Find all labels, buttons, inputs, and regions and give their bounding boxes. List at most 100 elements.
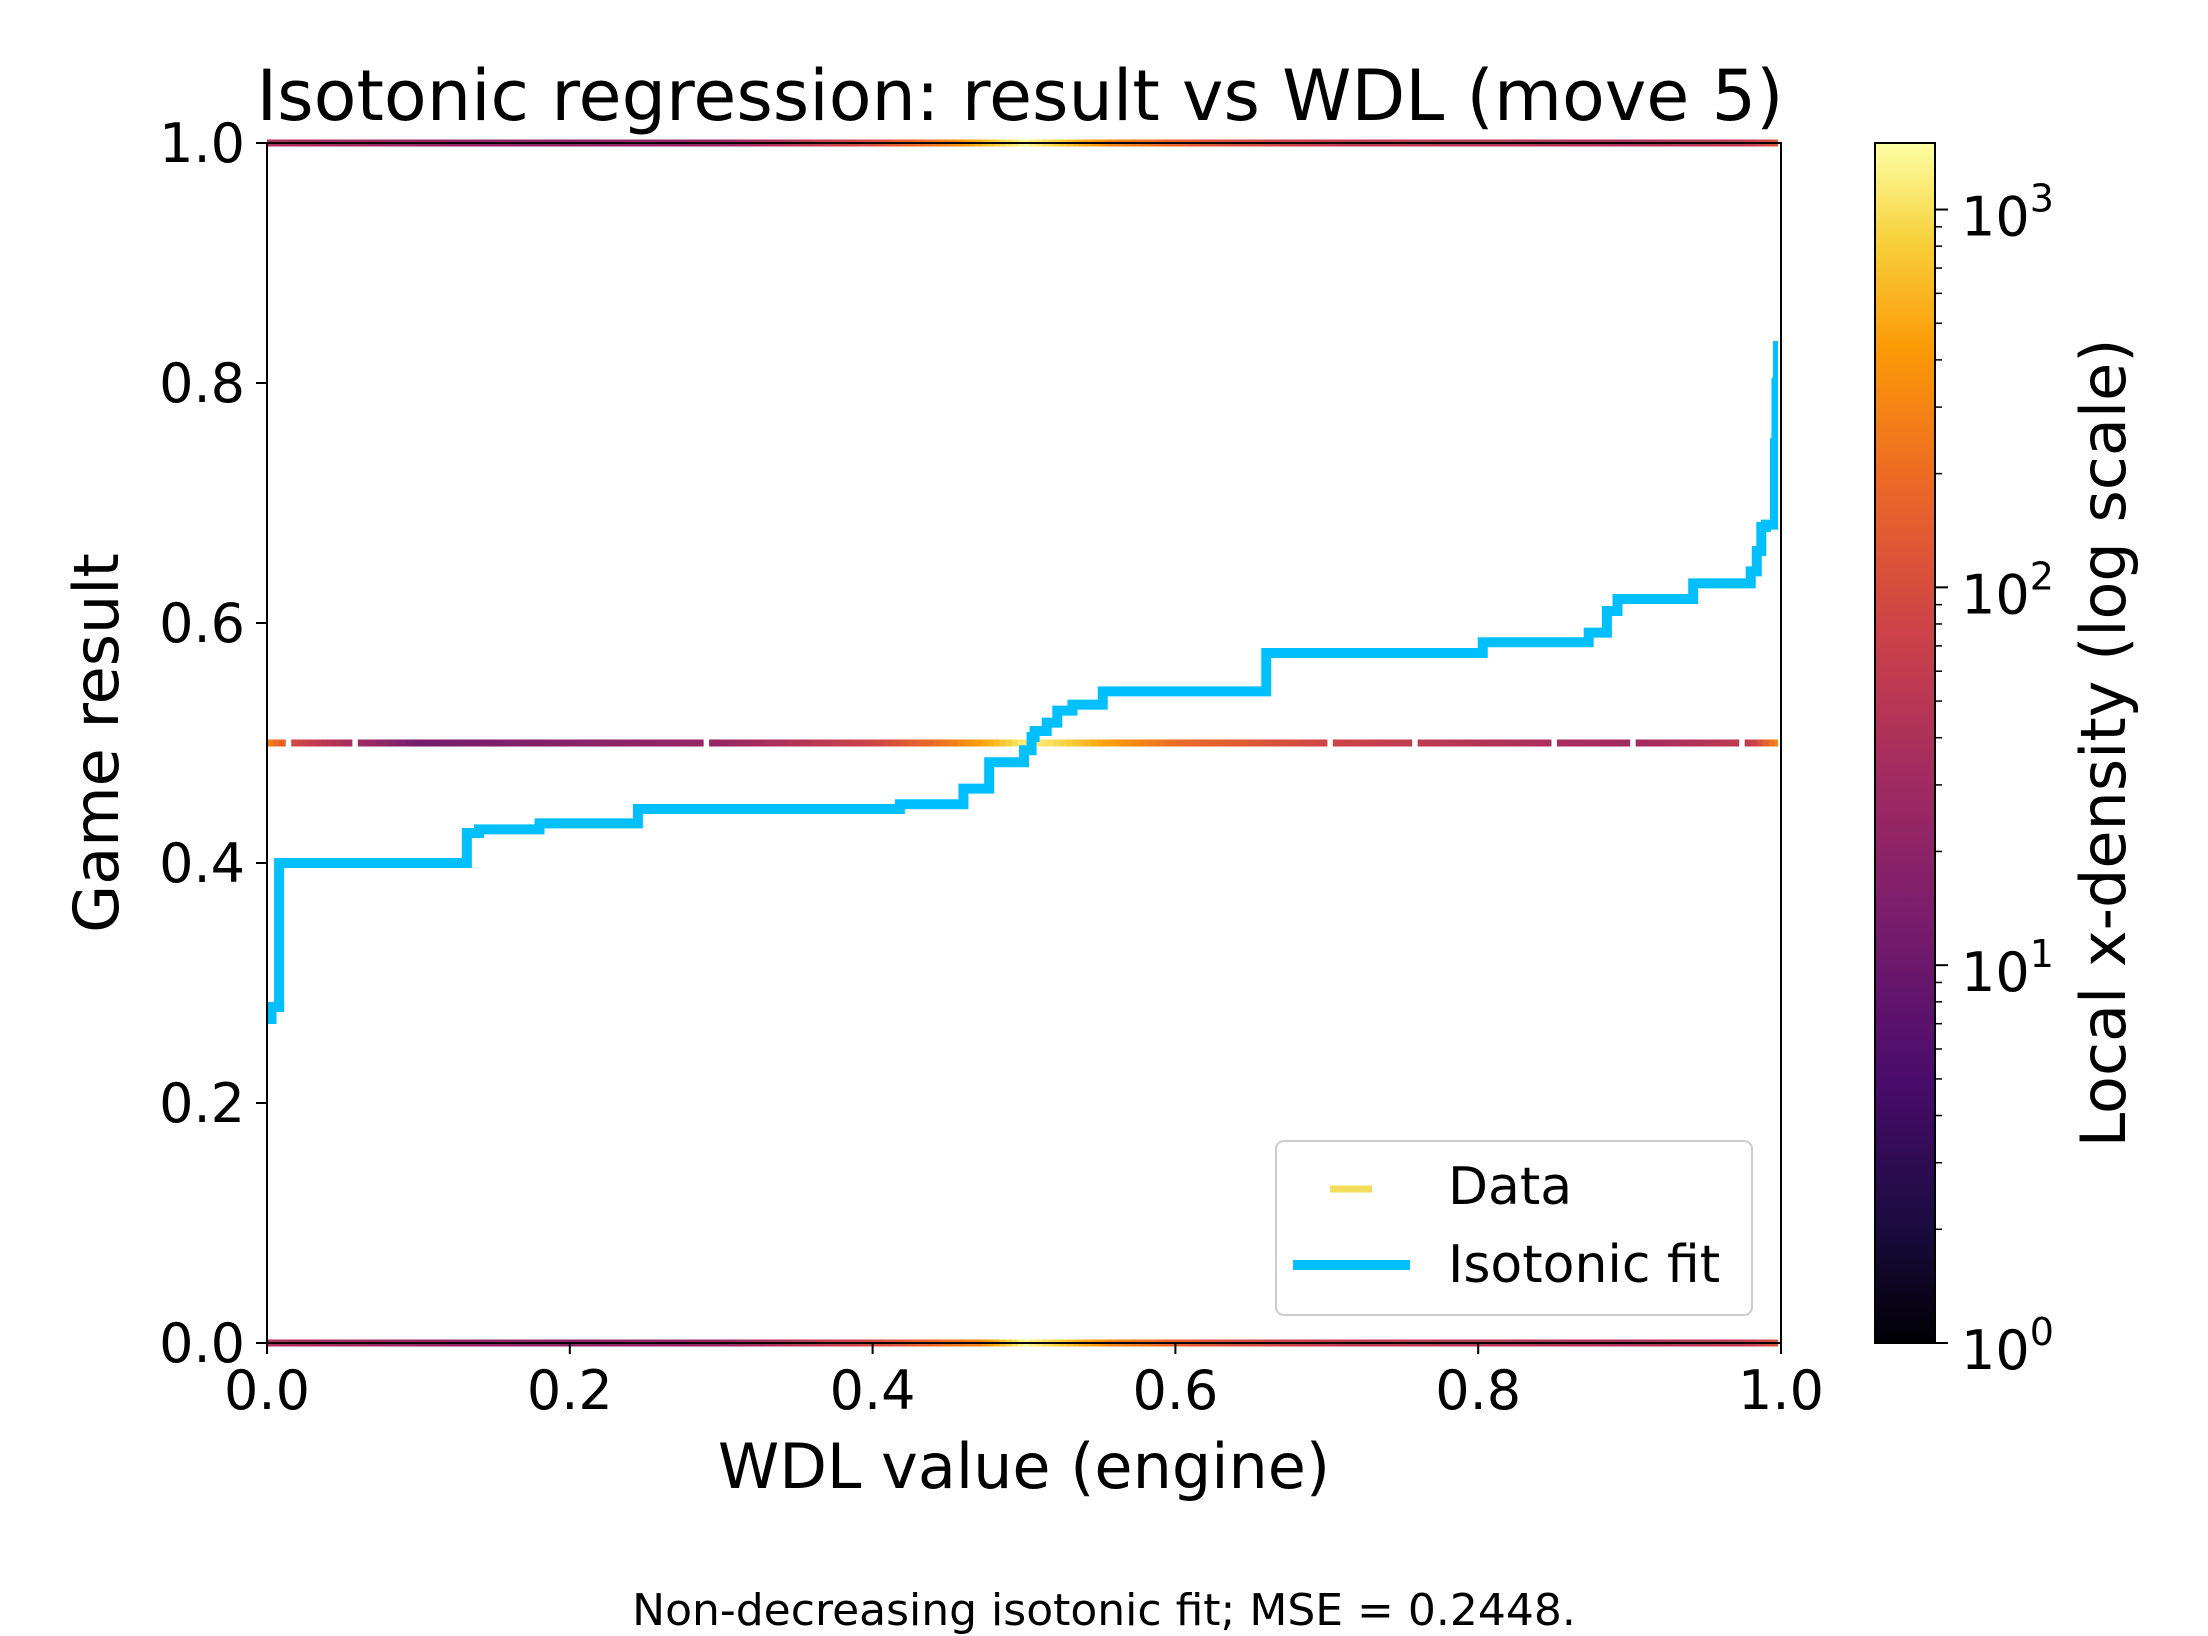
x-tick-label: 0.4 [830,1359,916,1422]
data-point-segment [1187,739,1195,747]
data-point-segment [442,739,450,747]
colorbar-tick-label: 101 [1961,932,2054,1004]
data-point-segment [412,739,419,747]
data-point-segment [1575,739,1582,747]
data-point-segment [884,739,892,747]
y-tick-label: 1.0 [159,112,245,175]
x-tick-label: 0.6 [1132,1359,1218,1422]
data-point-segment [1520,739,1528,747]
data-point-segment [1768,739,1776,747]
data-point-segment [1496,739,1504,747]
data-point-segment [1405,739,1413,747]
data-point-segment [733,739,740,747]
data-point-segment [1508,739,1516,747]
data-point-segment [460,739,468,747]
y-tick-label: 0.6 [159,592,245,655]
data-point-segment [672,739,680,747]
data-point-segment [1344,739,1352,747]
data-point-segment [382,739,389,747]
data-point-segment [569,739,577,747]
data-point-segment [1139,739,1146,747]
x-tick-label: 1.0 [1738,1359,1824,1422]
data-point-segment [291,739,298,747]
data-point-segment [509,739,516,747]
data-point-segment [654,739,662,747]
data-point-segment [1314,739,1322,747]
data-point-segment [539,739,547,747]
data-point-segment [739,739,747,747]
data-point-segment [678,739,686,747]
figure-caption: Non-decreasing isotonic fit; MSE = 0.244… [632,1585,1576,1636]
data-point-segment [1429,739,1437,747]
data-point-segment [1375,739,1382,747]
data-point-segment [369,739,377,747]
data-point-segment [1351,739,1358,747]
data-point-segment [848,739,856,747]
colorbar-fill [1874,142,1936,1344]
data-point-segment [684,739,692,747]
data-point-segment [890,739,898,747]
data-point-segment [1108,739,1116,747]
legend-box [1275,1140,1753,1316]
data-point-segment [630,739,638,747]
x-tick-label: 0.0 [224,1359,310,1422]
data-point-segment [1005,739,1013,747]
data-point-segment [1774,739,1778,747]
data-point-segment [1466,739,1473,747]
data-point-segment [939,739,946,747]
data-point-segment [751,739,759,747]
data-point-segment [1338,739,1346,747]
data-point-segment [963,739,971,747]
data-point-segment [1211,739,1219,747]
data-point-segment [781,739,789,747]
colorbar-label: Local x-density (log scale) [2067,339,2140,1148]
data-point-segment [775,739,783,747]
data-point-segment [1223,739,1231,747]
data-point-segment [594,739,601,747]
data-point-segment [557,739,565,747]
data-point-segment [1357,739,1364,747]
data-point-segment [478,739,486,747]
y-tick-label: 0.0 [159,1312,245,1375]
data-point-segment [606,739,613,747]
data-point-segment [436,739,444,747]
data-point-segment [1653,739,1661,747]
data-point-segment [1296,739,1304,747]
data-point-segment [818,739,825,747]
y-axis-label: Game result [60,553,133,933]
data-point-segment [472,739,480,747]
data-point-segment [866,739,874,747]
data-point-segment [1163,739,1170,747]
data-point-segment [1581,739,1588,747]
data-point-segment [908,739,916,747]
data-point-segment [921,739,928,747]
data-point-segment [545,739,553,747]
x-axis-ticks: 0.0 0.2 0.4 0.6 0.8 1.0 [224,1343,1824,1422]
colorbar: 100 101 102 103 Local x-density (log scale) [1874,142,2140,1382]
data-point-segment [799,739,807,747]
data-point-segment [993,739,1001,747]
data-point-segment [745,739,753,747]
data-point-segment [933,739,940,747]
data-point-segment [1084,739,1092,747]
data-point-segment [600,739,607,747]
data-point-segment [1060,739,1067,747]
data-point-segment [1623,739,1631,747]
data-point-segment [1175,739,1183,747]
x-tick-label: 0.8 [1435,1359,1521,1422]
data-point-segment [690,739,698,747]
data-point-segment [1199,739,1207,747]
data-point-segment [1617,739,1625,747]
data-point-segment [1266,739,1273,747]
data-point-segment [1278,739,1286,747]
data-point-segment [666,739,674,747]
data-point-segment [1423,739,1431,747]
data-point-segment [987,739,995,747]
data-point-segment [1702,739,1709,747]
data-point-segment [1272,739,1279,747]
chart-title: Isotonic regression: result vs WDL (move… [257,55,1784,137]
data-point-segment [1762,739,1770,747]
data-point-segment [1381,739,1388,747]
data-point-segment [1538,739,1546,747]
